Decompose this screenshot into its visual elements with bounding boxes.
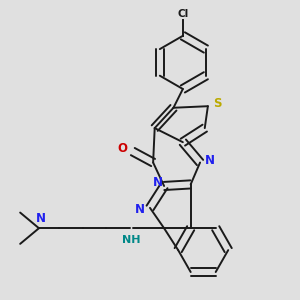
Text: N: N <box>205 154 215 167</box>
Text: Cl: Cl <box>177 9 188 19</box>
Text: O: O <box>117 142 127 155</box>
Text: N: N <box>35 212 46 225</box>
Text: S: S <box>214 97 222 110</box>
Text: NH: NH <box>122 235 140 245</box>
Text: N: N <box>152 176 163 189</box>
Text: N: N <box>135 203 145 216</box>
